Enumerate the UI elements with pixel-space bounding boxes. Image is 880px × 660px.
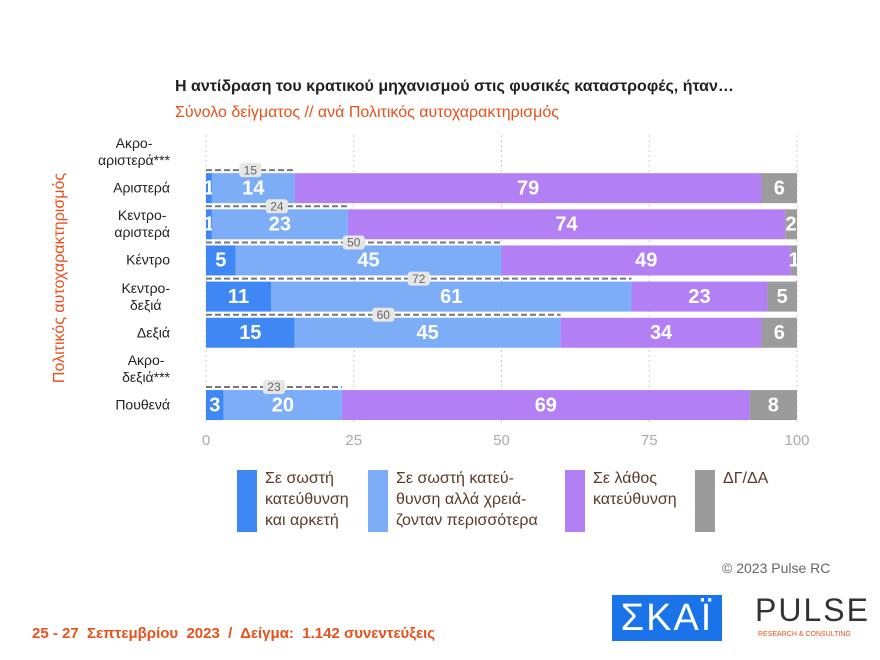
bar-segment [347,209,786,240]
bar-segment [211,209,348,240]
bar-segment [235,245,502,276]
copyright: © 2023 Pulse RC [722,560,831,576]
total-label: 72 [412,272,426,286]
bar-segment [294,173,762,204]
data-label: 5 [215,250,226,272]
bar-segment [761,317,797,348]
bar-segment [560,317,762,348]
legend-label: Σε λάθος κατεύθυνση [593,470,677,508]
data-label: 74 [555,214,578,236]
data-label: 45 [357,250,379,272]
bar-segment [791,245,797,276]
data-label: 45 [417,322,439,344]
data-label: 14 [242,177,265,199]
data-label: 61 [440,286,462,308]
legend-label: ΔΓ/ΔΑ [723,470,769,487]
bar-segment [767,281,797,312]
y-tick-label: Ακρο- δεξιά*** [122,351,170,385]
data-label: 5 [777,286,788,308]
bar-segment [211,173,295,204]
legend-label: Σε σωστή κατεύ- θυνση αλλά χρειά- ζονταν… [396,470,538,529]
bar-segment [206,390,224,421]
legend-swatch [695,470,715,532]
total-box [407,271,430,286]
bar-segment [206,173,212,204]
chart-title: Η αντίδραση του κρατικού μηχανισμού στις… [175,78,734,95]
x-tick-label: 0 [202,432,210,449]
bar-segment [785,209,797,240]
total-label: 50 [347,236,361,250]
data-label: 23 [688,286,710,308]
data-label: 79 [517,177,539,199]
total-label: 23 [267,380,281,394]
x-tick-label: 75 [641,432,658,449]
footer-note: 25 - 27 Σεπτεμβρίου 2023 / Δείγμα: 1.142… [32,625,436,642]
total-box [239,163,262,178]
x-tick-label: 50 [493,432,510,449]
data-label: 1 [788,250,799,272]
bar-segment [631,281,768,312]
y-tick-label: Κεντρο- αριστερά [114,207,170,241]
data-label: 1 [203,177,214,199]
data-label: 49 [635,250,657,272]
y-tick-label: Δεξιά [136,324,170,341]
data-label: 69 [535,394,557,416]
bar-segment [501,245,792,276]
x-tick-label: 100 [784,432,809,449]
legend-swatch [565,470,585,532]
legend-swatch [368,470,388,532]
bar-segment [271,281,632,312]
chart-subtitle: Σύνολο δείγματος // ανά Πολιτικός αυτοχα… [175,104,559,121]
bar-segment [294,317,561,348]
data-label: 6 [774,177,785,199]
data-label: 34 [650,322,673,344]
data-label: 3 [209,394,220,416]
bar-segment [341,390,750,421]
bar-segment [206,317,295,348]
data-label: 11 [228,286,249,308]
data-label: 8 [768,394,779,416]
total-box [342,235,365,250]
bar-segment [761,173,797,204]
data-label: 2 [786,214,797,236]
y-tick-label: Κέντρο [126,251,170,268]
bar-segment [206,209,212,240]
bar-segment [206,281,272,312]
total-label: 60 [377,308,391,322]
y-tick-label: Αριστερά [113,179,170,196]
data-label: 15 [239,322,261,344]
bar-segment [206,245,236,276]
logo-pulse-sub: RESEARCH & CONSULTING [758,631,851,638]
bar-segment [223,390,342,421]
total-label: 15 [244,163,258,177]
y-tick-label: Ακρο- αριστερά*** [98,135,170,168]
y-tick-label: Κεντρο- δεξιά [121,279,170,313]
x-tick-label: 25 [345,432,362,449]
total-label: 24 [270,199,284,213]
y-tick-label: Πουθενά [115,396,170,413]
data-label: 1 [203,214,214,236]
total-box [372,307,395,322]
legend-label: Σε σωστή κατεύθυνση και αρκετή [265,470,349,529]
data-label: 6 [774,322,785,344]
y-axis-label: Πολιτικός αυτοχαρακτηρισμός [51,172,68,384]
data-label: 23 [269,214,291,236]
legend-swatch [237,470,257,532]
data-label: 20 [272,394,294,416]
logo-pulse: PULSE [755,592,870,628]
total-box [265,199,288,214]
logo-skai: ΣΚΑΪ [612,595,722,641]
bar-segment [749,390,797,421]
total-box [262,380,285,395]
